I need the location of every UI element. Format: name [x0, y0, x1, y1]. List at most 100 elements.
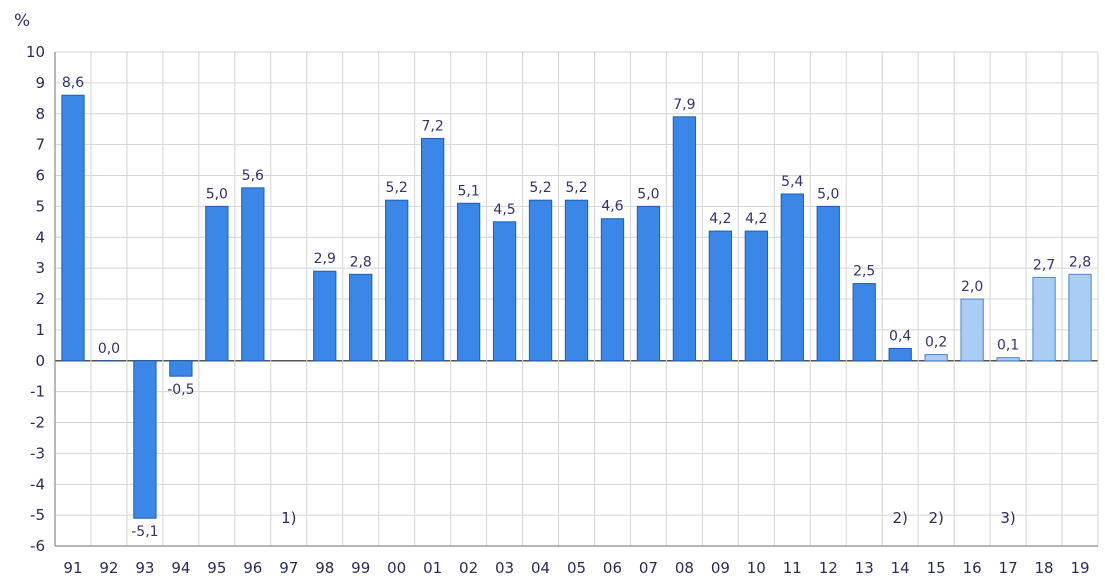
x-tick-label: 09 [711, 559, 730, 577]
bar-16 [960, 298, 984, 362]
y-tick-label: 7 [35, 136, 45, 154]
data-label-04: 5,2 [529, 180, 551, 196]
y-unit-label: % [14, 11, 30, 31]
y-tick-label: -5 [30, 506, 45, 524]
x-tick-label: 15 [927, 559, 946, 577]
bar-01 [420, 137, 445, 362]
x-tick-label: 10 [747, 559, 766, 577]
x-tick-label: 03 [495, 559, 514, 577]
data-label-19: 2,8 [1069, 254, 1091, 270]
x-tick-label: 93 [135, 559, 154, 577]
y-tick-label: 6 [35, 167, 45, 185]
x-tick-label: 91 [63, 559, 82, 577]
y-tick-label: -1 [30, 383, 45, 401]
y-tick-label: -4 [30, 475, 45, 493]
bar-10 [744, 230, 768, 362]
x-tick-label: 19 [1070, 559, 1089, 577]
bar-99 [349, 273, 373, 362]
bar-17 [996, 357, 1020, 362]
bar-08 [672, 116, 697, 362]
y-tick-label: 1 [35, 321, 45, 339]
x-tick-label: 18 [1035, 559, 1054, 577]
data-label-93: -5,1 [131, 524, 158, 540]
x-tick-label: 17 [999, 559, 1018, 577]
bar-93 [133, 360, 157, 519]
x-tick-label: 12 [819, 559, 838, 577]
data-label-00: 5,2 [386, 180, 408, 196]
bar-91 [61, 94, 85, 362]
chart-grid [54, 51, 1099, 547]
chart-labels: 8,6 0,0 -5,1 -0,5 5,0 5,6 2,9 2,8 5,2 7,2 5,1 4,5 5,… [62, 75, 1091, 540]
bar-19 [1068, 273, 1092, 362]
y-tick-label: 8 [35, 105, 45, 123]
bar-94 [169, 360, 193, 377]
y-tick-label: -3 [30, 444, 45, 462]
x-tick-label: 95 [207, 559, 226, 577]
data-label-02: 5,1 [457, 183, 479, 199]
x-tick-label: 98 [315, 559, 334, 577]
data-label-06: 4,6 [601, 199, 623, 215]
x-tick-label: 06 [603, 559, 622, 577]
y-tick-label: 0 [35, 352, 45, 370]
data-label-10: 4,2 [745, 211, 767, 227]
bar-15 [924, 354, 948, 362]
footnote-marker: 3) [1000, 509, 1015, 527]
x-tick-label: 14 [891, 559, 910, 577]
data-label-96: 5,6 [242, 168, 264, 184]
x-tick-label: 99 [351, 559, 370, 577]
x-tick-label: 04 [531, 559, 550, 577]
data-label-07: 5,0 [637, 186, 659, 202]
bar-98 [313, 270, 337, 362]
bar-09 [708, 230, 733, 362]
y-tick-label: 4 [35, 228, 45, 246]
data-label-17: 0,1 [997, 338, 1019, 354]
data-label-94: -0,5 [167, 382, 194, 398]
data-label-13: 2,5 [853, 264, 875, 280]
data-label-15: 0,2 [925, 335, 947, 351]
chart-bars [61, 94, 1092, 519]
footnote-marker: 2) [892, 509, 907, 527]
data-label-08: 7,9 [673, 97, 695, 113]
y-tick-label: -2 [30, 414, 45, 432]
data-label-18: 2,7 [1033, 257, 1055, 273]
bar-12 [816, 205, 840, 362]
x-tick-label: 13 [855, 559, 874, 577]
bar-03 [492, 221, 517, 362]
data-label-11: 5,4 [781, 174, 803, 190]
bar-02 [456, 202, 481, 362]
bar-14 [888, 347, 912, 362]
data-label-03: 4,5 [493, 202, 515, 218]
x-tick-label: 02 [459, 559, 478, 577]
data-label-09: 4,2 [709, 211, 731, 227]
data-label-14: 0,4 [889, 328, 911, 344]
footnote-marker: 1) [281, 509, 296, 527]
bar-18 [1032, 276, 1056, 362]
x-tick-label: 01 [423, 559, 442, 577]
data-label-05: 5,2 [565, 180, 587, 196]
data-label-16: 2,0 [961, 279, 983, 295]
data-label-01: 7,2 [422, 118, 444, 134]
y-tick-label: 9 [35, 74, 45, 92]
y-tick-label: 5 [35, 197, 45, 215]
data-label-91: 8,6 [62, 75, 84, 91]
bar-96 [241, 187, 265, 362]
bar-05 [564, 199, 589, 362]
y-tick-label: 2 [35, 290, 45, 308]
x-tick-label: 05 [567, 559, 586, 577]
x-tick-label: 97 [279, 559, 298, 577]
data-label-92: 0,0 [98, 341, 120, 357]
y-tick-label: 3 [35, 259, 45, 277]
y-tick-label: -6 [30, 537, 45, 555]
bar-13 [852, 283, 876, 362]
x-tick-label: 00 [387, 559, 406, 577]
data-label-99: 2,8 [350, 254, 372, 270]
bar-04 [528, 199, 553, 362]
x-tick-label: 11 [783, 559, 802, 577]
data-label-98: 2,9 [314, 251, 336, 267]
bar-95 [205, 205, 229, 362]
bar-00 [385, 199, 409, 362]
x-tick-label: 16 [963, 559, 982, 577]
x-tick-label: 92 [99, 559, 118, 577]
bar-07 [636, 205, 661, 362]
